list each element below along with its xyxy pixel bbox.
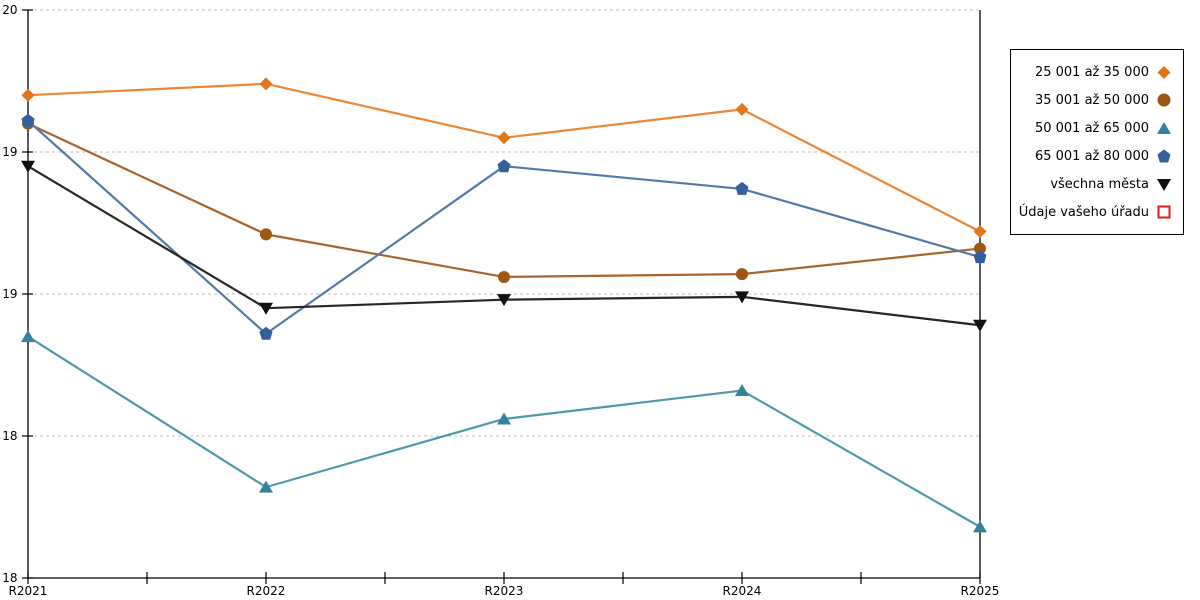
data-point-marker — [260, 228, 272, 241]
data-point-marker — [973, 225, 987, 239]
x-tick-label: R2023 — [485, 584, 524, 598]
legend-item: 25 001 až 35 000 — [1011, 58, 1183, 86]
y-tick-label: 20 — [2, 3, 17, 17]
circle-marker-glyph — [1157, 93, 1171, 107]
legend-label: všechna města — [1050, 176, 1149, 192]
data-point-marker — [497, 159, 511, 173]
data-point-marker — [497, 412, 511, 425]
y-tick-label: 18 — [2, 571, 17, 585]
legend: 25 001 až 35 000 35 001 až 50 000 50 001 a… — [1010, 49, 1184, 235]
circle-legend-icon — [1157, 93, 1171, 107]
series-line-1 — [27, 122, 981, 279]
square-open-legend-icon — [1157, 205, 1171, 219]
diamond-legend-icon — [1157, 66, 1171, 79]
legend-label: 50 001 až 65 000 — [1034, 120, 1149, 136]
data-point-marker — [259, 480, 273, 493]
diamond-marker-glyph — [1157, 66, 1171, 79]
x-tick-label: R2022 — [247, 584, 286, 598]
legend-item: všechna města — [1011, 170, 1183, 198]
legend-item: 35 001 až 50 000 — [1011, 86, 1183, 114]
data-point-marker — [735, 102, 749, 116]
data-point-marker — [735, 291, 749, 304]
square-open-marker-glyph — [1157, 205, 1171, 219]
data-point-marker — [735, 384, 749, 397]
triangle-down-marker-glyph — [1157, 179, 1171, 191]
legend-label: 25 001 až 35 000 — [1034, 64, 1149, 80]
data-point-marker — [21, 160, 35, 173]
pentagon-legend-icon — [1157, 149, 1171, 163]
series-line-0 — [27, 82, 981, 233]
x-tick-label: R2024 — [723, 584, 762, 598]
triangle-down-legend-icon — [1157, 179, 1171, 191]
data-point-marker — [973, 319, 987, 332]
x-tick-label: R2021 — [9, 584, 48, 598]
data-point-marker — [973, 250, 987, 264]
legend-item: 50 001 až 65 000 — [1011, 114, 1183, 142]
legend-item: 65 001 až 80 000 — [1011, 142, 1183, 170]
data-point-marker — [259, 77, 273, 91]
x-tick-label: R2025 — [961, 584, 1000, 598]
legend-label: 65 001 až 80 000 — [1034, 148, 1149, 164]
pentagon-marker-glyph — [1157, 149, 1171, 163]
legend-label: 35 001 až 50 000 — [1034, 92, 1149, 108]
triangle-up-legend-icon — [1157, 122, 1171, 134]
legend-label: Údaje vašeho úřadu — [1018, 204, 1149, 220]
y-tick-label: 19 — [2, 145, 17, 159]
triangle-up-marker-glyph — [1157, 122, 1171, 134]
data-point-marker — [21, 330, 35, 343]
series-line-2 — [27, 335, 981, 528]
data-point-marker — [498, 270, 510, 283]
data-point-marker — [259, 326, 273, 340]
data-point-marker — [259, 302, 273, 315]
data-point-marker — [974, 242, 986, 255]
data-point-marker — [497, 294, 511, 307]
data-point-marker — [497, 131, 511, 145]
y-tick-label: 18 — [2, 429, 17, 443]
data-point-marker — [21, 88, 35, 102]
data-point-marker — [21, 113, 35, 127]
data-point-marker — [736, 268, 748, 281]
data-point-marker — [973, 520, 987, 533]
legend-item: Údaje vašeho úřadu — [1011, 198, 1183, 226]
data-point-marker — [735, 181, 749, 195]
y-tick-label: 19 — [2, 287, 17, 301]
